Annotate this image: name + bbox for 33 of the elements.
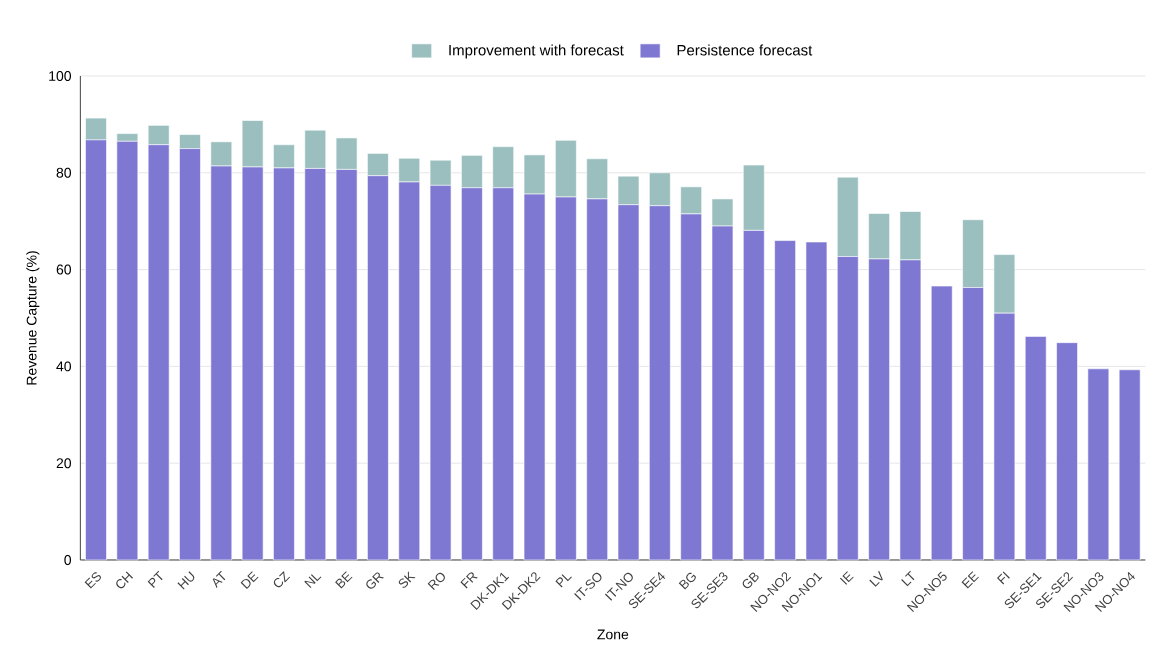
x-tick-label: PT: [147, 570, 163, 588]
x-tick-label: SK: [398, 571, 416, 588]
y-tick-label: 100: [49, 71, 72, 81]
x-axis-title: Zone: [597, 629, 629, 640]
bar: [930, 285, 953, 561]
x-tick-label: PL: [555, 574, 572, 588]
y-tick-label: 40: [56, 361, 72, 372]
x-tick-label: DE: [240, 571, 259, 589]
x-tick-label: GR: [366, 572, 384, 589]
x-tick-label: NL: [304, 574, 322, 588]
x-tick-label: EE: [961, 571, 979, 589]
y-tick-label: 80: [56, 167, 72, 178]
legend-label: Improvement with forecast: [449, 44, 624, 59]
x-tick-label: LV: [869, 570, 883, 587]
bar: [1024, 336, 1047, 561]
x-tick-label: IE: [839, 571, 854, 585]
x-tick-label: CZ: [273, 571, 291, 588]
x-tick-label: CH: [116, 571, 133, 589]
bar: [1056, 342, 1078, 561]
bar: [1118, 369, 1141, 561]
x-tick-label: AT: [212, 570, 226, 589]
x-tick-label: BE: [335, 571, 353, 589]
bar: [805, 241, 828, 561]
y-tick-label: 20: [56, 458, 72, 469]
y-tick-label: 60: [56, 264, 72, 275]
y-tick-label: 0: [64, 555, 72, 565]
x-tick-label: HU: [177, 571, 195, 590]
bar: [1087, 368, 1110, 561]
x-tick-label: ES: [84, 572, 101, 589]
y-axis-title: Revenue Capture (%): [26, 251, 40, 385]
legend-label: Persistence forecast: [677, 44, 813, 56]
x-tick-label: RO: [427, 572, 445, 591]
bar: [774, 240, 796, 561]
